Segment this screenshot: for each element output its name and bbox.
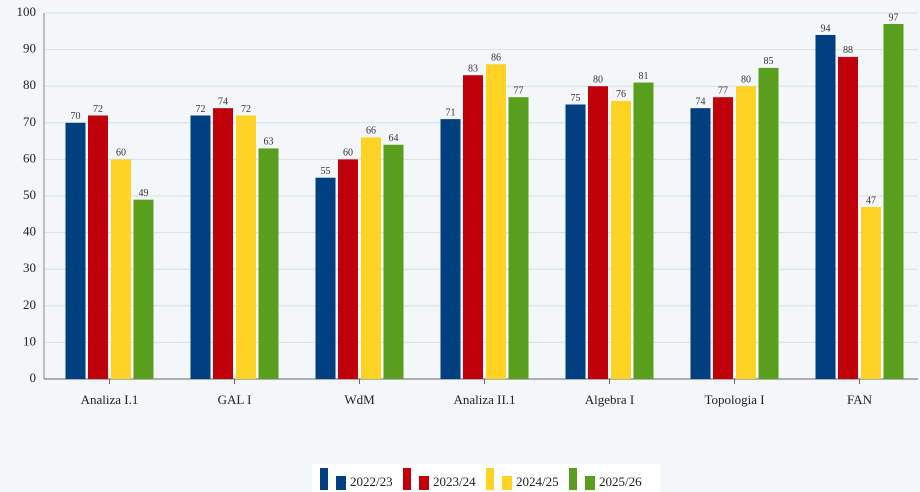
value-label: 72 — [241, 104, 251, 115]
value-label: 74 — [218, 96, 228, 107]
value-label: 60 — [116, 148, 126, 159]
bar — [838, 56, 858, 380]
value-label: 63 — [264, 137, 274, 148]
value-label: 72 — [196, 104, 206, 115]
value-label: 77 — [718, 85, 728, 96]
value-label: 88 — [843, 45, 853, 56]
value-label: 49 — [139, 188, 149, 199]
legend-label: 2024/25 — [516, 474, 559, 489]
bar — [713, 97, 733, 380]
bar — [361, 137, 381, 379]
y-tick-label: 20 — [23, 297, 36, 312]
legend-swatch — [336, 476, 346, 490]
x-tick-label: Topologia I — [704, 392, 764, 407]
y-tick-label: 90 — [23, 41, 36, 56]
y-tick-label: 60 — [23, 150, 36, 165]
legend-label: 2025/26 — [599, 474, 642, 489]
value-label: 70 — [71, 111, 81, 122]
bar — [315, 177, 336, 379]
legend-swatch — [403, 468, 411, 490]
y-tick-label: 80 — [23, 77, 36, 92]
bar — [633, 82, 654, 379]
bar — [111, 159, 131, 379]
legend-swatch — [502, 476, 512, 490]
value-label: 81 — [639, 71, 649, 82]
bar — [463, 75, 483, 379]
bar — [486, 64, 506, 380]
value-label: 80 — [593, 74, 603, 85]
legend-label: 2022/23 — [350, 474, 393, 489]
legend-swatch — [419, 476, 429, 490]
bar — [383, 144, 404, 379]
bar — [565, 104, 586, 379]
value-label: 97 — [889, 12, 899, 23]
bar — [190, 115, 211, 379]
y-tick-label: 30 — [23, 260, 36, 275]
x-tick-label: Analiza II.1 — [453, 392, 515, 407]
bar — [690, 108, 711, 379]
value-label: 77 — [514, 85, 524, 96]
bar — [236, 115, 256, 379]
y-tick-label: 70 — [23, 114, 36, 129]
bar — [213, 108, 233, 379]
bar — [588, 86, 608, 379]
value-label: 71 — [446, 107, 456, 118]
bar — [133, 199, 154, 379]
bar — [736, 86, 756, 379]
value-label: 47 — [866, 195, 876, 206]
bar — [338, 159, 358, 379]
value-label: 55 — [321, 166, 331, 177]
value-label: 83 — [468, 64, 478, 75]
value-label: 76 — [616, 89, 626, 100]
x-tick-label: Analiza I.1 — [81, 392, 139, 407]
x-tick-label: WdM — [344, 392, 375, 407]
y-tick-label: 100 — [17, 4, 37, 19]
y-tick-label: 50 — [23, 187, 36, 202]
bar — [758, 67, 779, 380]
value-label: 66 — [366, 126, 376, 137]
value-label: 74 — [696, 96, 706, 107]
value-label: 60 — [343, 148, 353, 159]
value-label: 64 — [389, 133, 399, 144]
x-tick-label: Algebra I — [585, 392, 634, 407]
legend-label: 2023/24 — [433, 474, 476, 489]
value-label: 80 — [741, 74, 751, 85]
bar — [65, 122, 86, 380]
value-label: 85 — [764, 56, 774, 67]
bar — [883, 23, 904, 379]
legend-swatch — [320, 468, 328, 490]
bar — [258, 148, 279, 379]
bar — [861, 206, 881, 379]
value-label: 75 — [571, 93, 581, 104]
y-tick-label: 10 — [23, 333, 36, 348]
bar — [440, 119, 461, 379]
legend-swatch — [486, 468, 494, 490]
value-label: 72 — [93, 104, 103, 115]
value-label: 86 — [491, 53, 501, 64]
y-tick-label: 0 — [30, 370, 37, 385]
y-tick-label: 40 — [23, 224, 36, 239]
bar — [88, 115, 108, 379]
bar — [815, 34, 836, 380]
x-tick-label: FAN — [847, 392, 873, 407]
value-label: 94 — [821, 23, 831, 34]
legend-swatch — [569, 468, 577, 490]
legend-swatch — [585, 476, 595, 490]
bar — [508, 97, 529, 380]
bar — [611, 100, 631, 379]
x-tick-label: GAL I — [218, 392, 252, 407]
